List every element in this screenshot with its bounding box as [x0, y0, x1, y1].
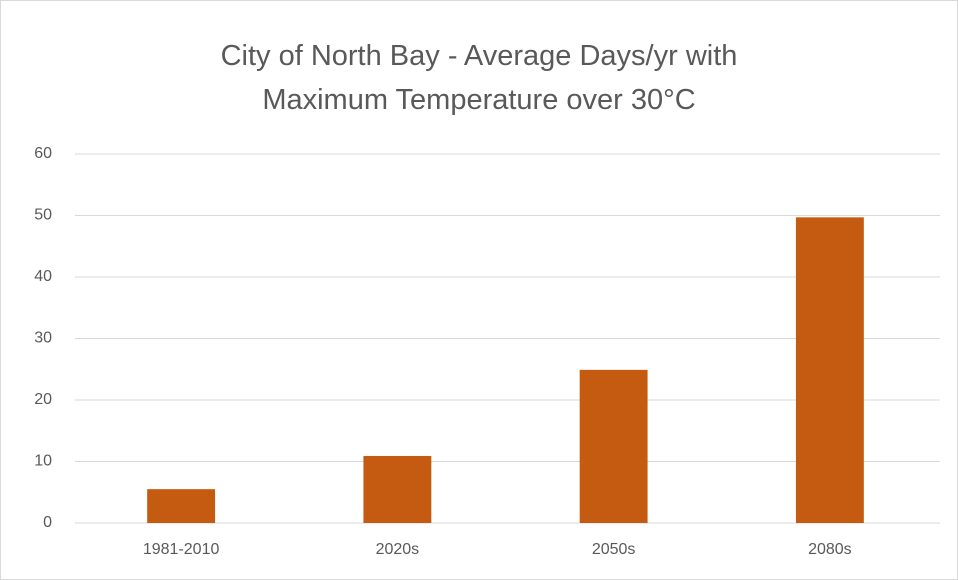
y-tick-label: 50: [34, 207, 52, 224]
title-box: City of North Bay - Average Days/yr with…: [0, 34, 958, 122]
y-tick-label: 0: [43, 514, 52, 531]
x-tick-label: 2050s: [592, 541, 636, 558]
bar: [795, 217, 864, 523]
x-tick-label: 2080s: [808, 541, 852, 558]
chart-title: City of North Bay - Average Days/yr with…: [220, 40, 738, 116]
y-tick-label: 40: [34, 268, 52, 285]
y-tick-label: 60: [34, 145, 52, 162]
y-tick-label: 10: [34, 453, 52, 470]
y-tick-label: 30: [34, 330, 52, 347]
y-tick-label: 20: [34, 391, 52, 408]
x-tick-label: 2020s: [376, 541, 420, 558]
x-tick-label: 1981-2010: [143, 541, 220, 558]
bar: [147, 489, 216, 523]
bar: [363, 455, 432, 523]
bar: [579, 369, 648, 523]
